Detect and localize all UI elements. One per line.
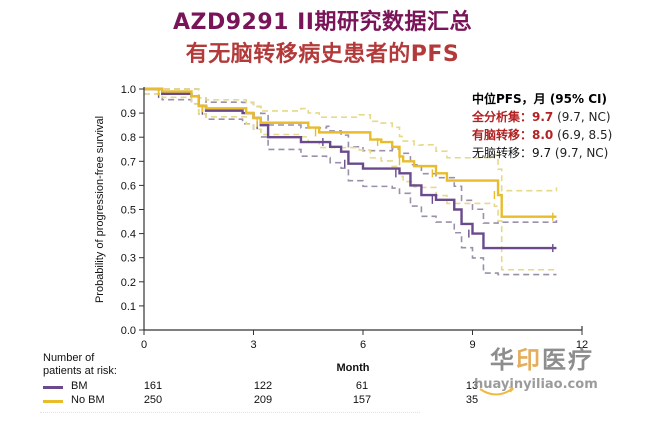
watermark-url: huayinyiliao.com [474, 377, 598, 392]
ci-lower-bm [144, 93, 557, 276]
curve-no-bm [144, 87, 557, 218]
ci-lower-no-bm [144, 93, 557, 271]
risk-bm-m3: 122 [253, 380, 273, 392]
y-tick-label: 0.4 [121, 229, 136, 241]
y-tick-label: 0.8 [121, 132, 136, 144]
bm-legend-swatch-icon [43, 386, 63, 389]
y-tick-label: 1.0 [121, 84, 136, 96]
chart-title: AZD9291 II期研究数据汇总 [172, 10, 472, 35]
ci-upper-bm [144, 88, 558, 224]
x-tick-label: 12 [576, 339, 588, 351]
footnote-faint [40, 412, 420, 419]
risk-bm-m9: 13 [465, 380, 479, 392]
risk-bm-m0: 161 [143, 380, 163, 392]
axes: 0.0 0.1 0.2 0.3 0.4 0.5 0.6 0.7 0.8 0.9 1.0 0 3 6 9 12 M… [94, 84, 588, 374]
chart-subtitle: 有无脑转移病史患者的PFS [185, 42, 460, 67]
median-row-overall: 全分析集：9.7 (9.7, NC) [472, 110, 611, 124]
survival-curves [144, 87, 557, 253]
risk-nobm-m3: 209 [253, 394, 273, 406]
x-tick-label: 0 [141, 339, 147, 351]
ci-upper-no-bm [144, 88, 558, 192]
risk-bm-m6: 61 [355, 380, 369, 392]
y-tick-label: 0.0 [121, 325, 136, 337]
median-row-bm: 有脑转移：8.0 (6.9, 8.5) [472, 128, 613, 142]
risk-nobm-m6: 157 [352, 394, 372, 406]
median-row-no-bm: 无脑转移：9.7 (9.7, NC) [472, 146, 609, 160]
watermark-logo: 华印医疗 [490, 346, 594, 374]
watermark-smile-icon [479, 386, 515, 396]
no-bm-legend-swatch-icon [43, 400, 63, 403]
y-tick-label: 0.2 [121, 277, 136, 289]
median-pfs-legend: 中位PFS，月 (95% CI) 全分析集：9.7 (9.7, NC) 有脑转移… [472, 90, 612, 162]
y-tick-label: 0.5 [121, 205, 136, 217]
y-tick-label: 0.7 [121, 156, 136, 168]
risk-nobm-m0: 250 [143, 394, 163, 406]
x-tick-label: 6 [360, 339, 366, 351]
y-tick-label: 0.1 [121, 301, 136, 313]
x-axis-title: Month [337, 362, 370, 374]
median-pfs-header: 中位PFS，月 (95% CI) [472, 92, 607, 106]
x-tick-label: 3 [250, 339, 256, 351]
y-tick-label: 0.9 [121, 108, 136, 120]
x-tick-label: 9 [469, 339, 475, 351]
risk-table-title: Number of patients at risk: [43, 352, 117, 377]
confidence-bands [144, 88, 558, 276]
y-axis-title: Probability of progression-free survival [94, 116, 106, 303]
risk-nobm-m9: 35 [465, 394, 479, 406]
y-tick-label: 0.3 [121, 253, 136, 265]
y-tick-label: 0.6 [121, 180, 136, 192]
